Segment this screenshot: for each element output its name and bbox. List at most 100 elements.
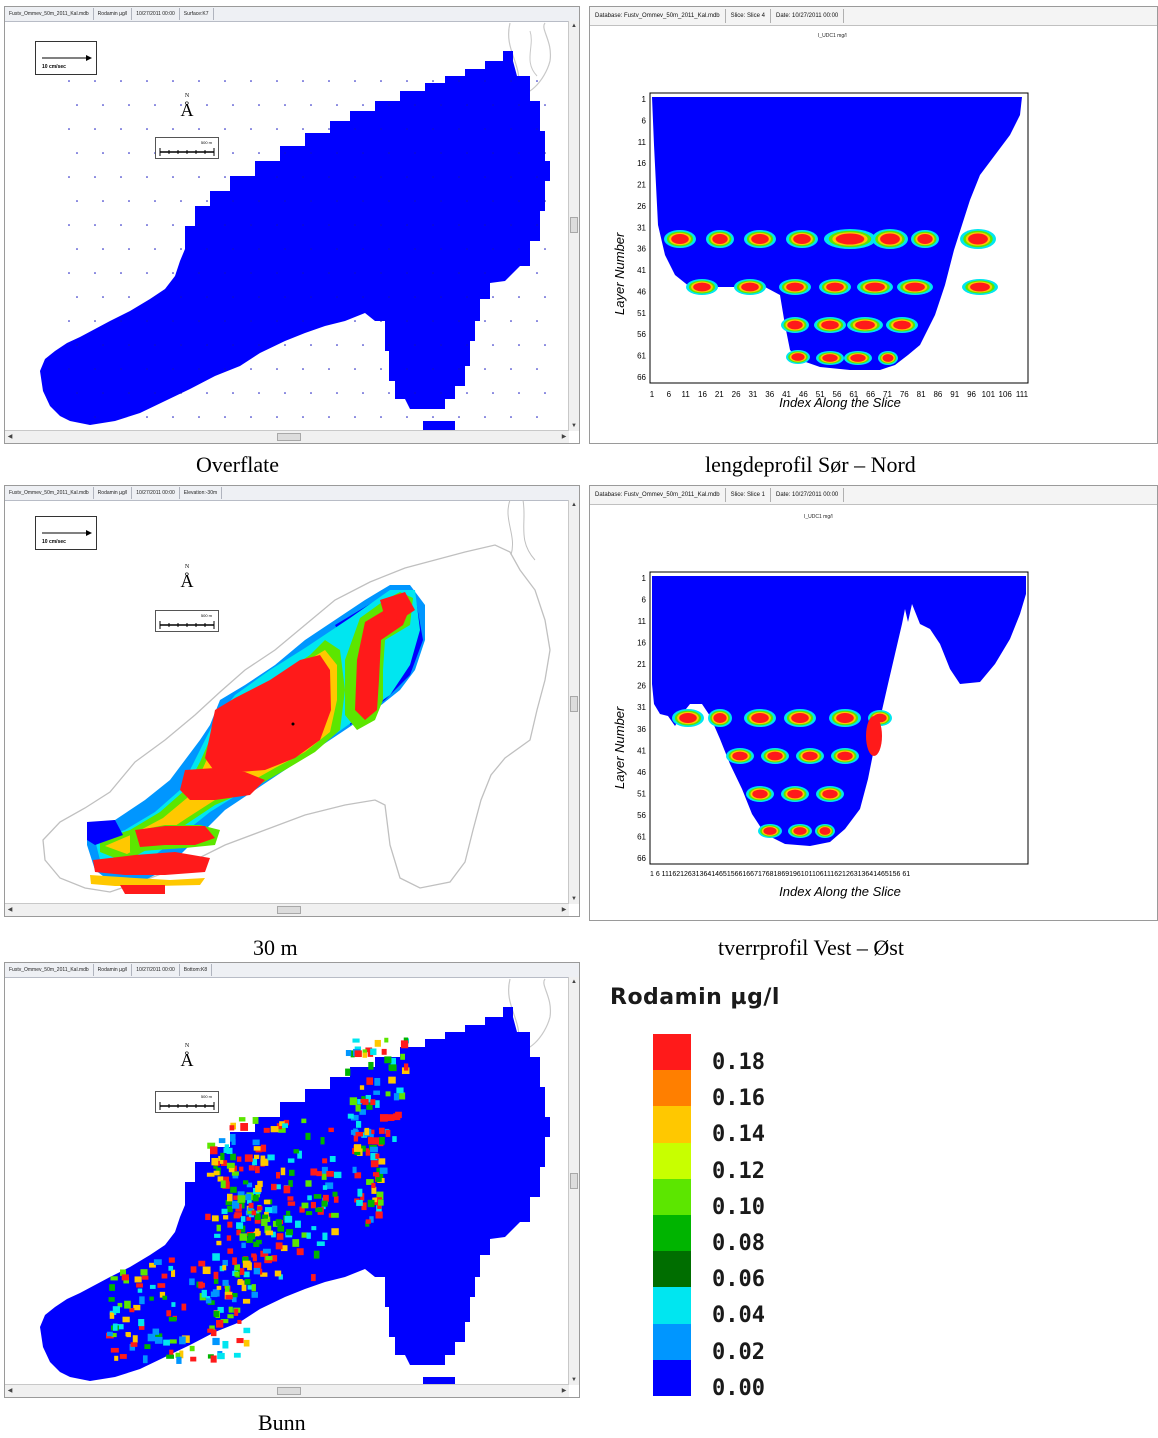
plume-cell (220, 1160, 228, 1166)
plume-cell (162, 1295, 168, 1300)
vector-point (328, 320, 330, 322)
vector-point (484, 128, 486, 130)
vector-point (154, 296, 156, 298)
plume-cell (211, 1157, 219, 1166)
scroll-down-icon[interactable]: ▼ (571, 896, 577, 902)
vector-point (466, 152, 468, 154)
vector-point (172, 272, 174, 274)
scroll-left-icon[interactable]: ◀ (7, 1388, 13, 1394)
plume-cell (359, 1109, 366, 1115)
plume-cell (329, 1155, 336, 1162)
plume-cell (248, 1165, 255, 1171)
vector-point (432, 272, 434, 274)
plume-cell (171, 1269, 176, 1277)
x-tick-label: 51 (816, 390, 825, 399)
plume-cell (198, 1281, 204, 1289)
depth30-plume (87, 585, 425, 894)
vector-point (146, 272, 148, 274)
cross-profile-plot[interactable]: Layer Number 16111621263136414651566166 … (590, 504, 1158, 921)
vector-point (146, 128, 148, 130)
plume-cell (125, 1332, 131, 1337)
vector-point (172, 416, 174, 418)
legend-swatch (653, 1215, 691, 1252)
legend-swatch (653, 1070, 691, 1107)
long-profile-ylabel: Layer Number (612, 232, 627, 315)
scroll-left-icon[interactable]: ◀ (7, 434, 13, 440)
scroll-up-icon[interactable]: ▲ (571, 23, 577, 29)
plume-cell (396, 1087, 404, 1094)
vector-point (302, 80, 304, 82)
plume-cell (347, 1113, 354, 1119)
plume-cell (213, 1311, 219, 1318)
plume-cell (239, 1166, 244, 1172)
plume-cell (232, 1174, 239, 1179)
plume-cell (366, 1102, 373, 1110)
plume-cell (321, 1166, 328, 1174)
x-tick-label: 61 (849, 390, 858, 399)
plume-blob (791, 353, 805, 361)
scroll-right-icon[interactable]: ▶ (561, 1388, 567, 1394)
scroll-down-icon[interactable]: ▼ (571, 1377, 577, 1383)
scroll-up-icon[interactable]: ▲ (571, 502, 577, 508)
plume-cell (243, 1271, 250, 1278)
depth30-vscroll-thumb[interactable] (570, 696, 578, 712)
scroll-left-icon[interactable]: ◀ (7, 907, 13, 913)
bottom-horizontal-scrollbar[interactable]: ◀ ▶ (5, 1384, 569, 1397)
x-tick-label: 91 (950, 390, 959, 399)
plume-cell (352, 1038, 360, 1043)
surface-map[interactable] (5, 21, 571, 433)
vector-point (180, 200, 182, 202)
vector-point (250, 176, 252, 178)
plume-cell (228, 1167, 235, 1173)
depth30-vector-scale: 10 cm/sec (35, 516, 97, 550)
vector-point (94, 416, 96, 418)
vector-point (536, 416, 538, 418)
vector-point (276, 368, 278, 370)
vector-point (206, 200, 208, 202)
vector-point (336, 200, 338, 202)
plume-cell (248, 1202, 254, 1209)
vector-point (154, 344, 156, 346)
plume-cell (169, 1339, 177, 1344)
depth30-hscroll-thumb[interactable] (277, 906, 301, 914)
long-profile-plot-title: I_UDC1 mg/l (818, 33, 847, 39)
plume-cell (234, 1271, 240, 1277)
vector-point (276, 128, 278, 130)
plume-cell (390, 1057, 397, 1065)
surface-vscroll-thumb[interactable] (570, 217, 578, 233)
depth30-vertical-scrollbar[interactable]: ▲ ▼ (568, 500, 579, 904)
plume-cell (168, 1316, 177, 1322)
bottom-vscroll-thumb[interactable] (570, 1173, 578, 1189)
plume-cell (280, 1167, 286, 1176)
bottom-vertical-scrollbar[interactable]: ▲ ▼ (568, 977, 579, 1385)
plume-cell (190, 1266, 197, 1273)
vector-point (232, 152, 234, 154)
vector-point (198, 176, 200, 178)
plume-cell (332, 1191, 338, 1197)
bottom-map[interactable] (5, 977, 571, 1387)
vector-point (484, 320, 486, 322)
surface-vertical-scrollbar[interactable]: ▲ ▼ (568, 21, 579, 431)
scroll-right-icon[interactable]: ▶ (561, 434, 567, 440)
plume-cell (169, 1349, 174, 1357)
plume-cell (326, 1170, 334, 1177)
long-profile-plot[interactable]: Layer Number 16111621263136414651566166 … (590, 25, 1158, 444)
bottom-hscroll-thumb[interactable] (277, 1387, 301, 1395)
plume-cell (168, 1265, 174, 1271)
plume-cell (388, 1064, 397, 1071)
plume-cell (362, 1052, 368, 1058)
surface-hscroll-thumb[interactable] (277, 433, 301, 441)
plume-cell (226, 1147, 233, 1154)
vector-point (510, 80, 512, 82)
surface-horizontal-scrollbar[interactable]: ◀ ▶ (5, 430, 569, 443)
vector-point (518, 152, 520, 154)
scroll-right-icon[interactable]: ▶ (561, 907, 567, 913)
vector-point (120, 128, 122, 130)
plume-cell (119, 1354, 127, 1359)
scroll-down-icon[interactable]: ▼ (571, 423, 577, 429)
scroll-up-icon[interactable]: ▲ (571, 979, 577, 985)
depth30-map[interactable] (5, 500, 571, 906)
vector-point (362, 248, 364, 250)
plume-cell (301, 1202, 309, 1209)
depth30-horizontal-scrollbar[interactable]: ◀ ▶ (5, 903, 569, 916)
